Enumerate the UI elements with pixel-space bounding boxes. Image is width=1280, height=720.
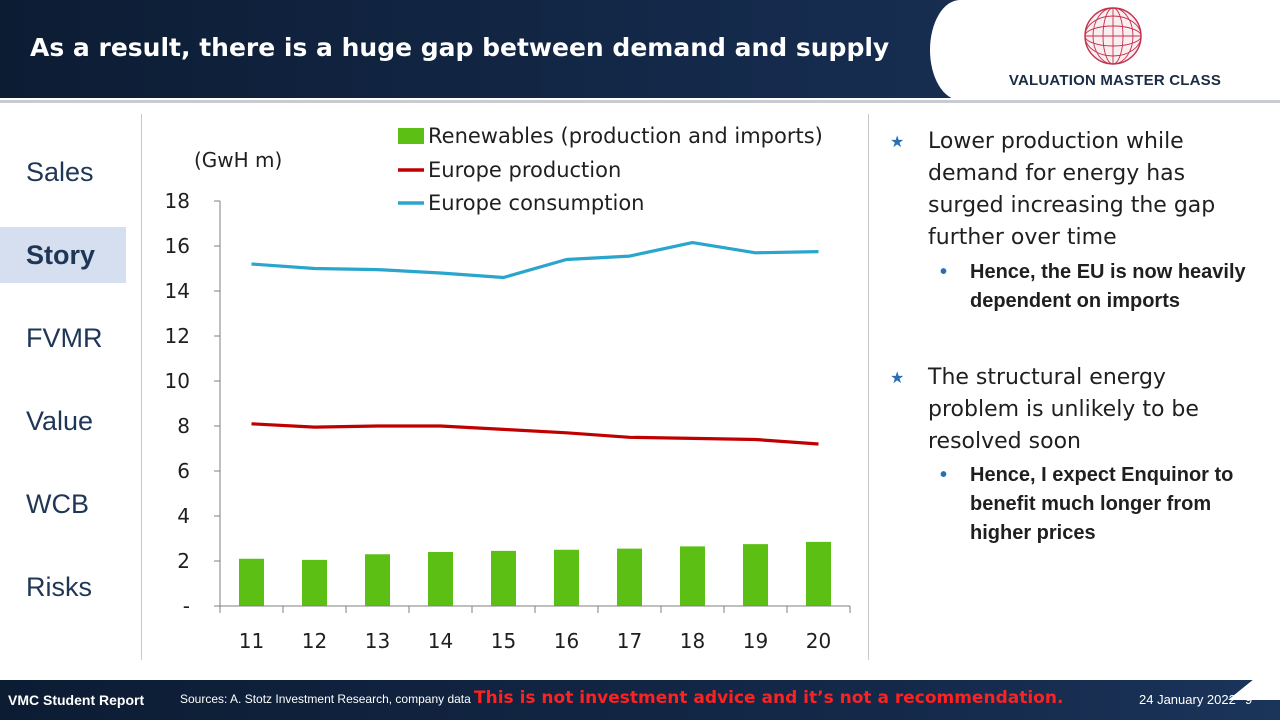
y-tick-label: 16 <box>165 234 190 258</box>
y-tick-label: 2 <box>177 549 190 573</box>
footer-disclaimer: This is not investment advice and it’s n… <box>474 688 1064 708</box>
renewables-bar <box>239 558 264 606</box>
y-tick-label: 14 <box>165 279 190 303</box>
header-rule <box>0 100 1280 103</box>
nav-item-wcb[interactable]: WCB <box>26 489 89 519</box>
chart-legend: Renewables (production and imports) Europ… <box>398 124 823 215</box>
legend-label: Europe production <box>428 158 621 182</box>
nav-item-sales[interactable]: Sales <box>26 157 94 187</box>
unit-label: (GwH m) <box>194 148 282 172</box>
nav-item-value[interactable]: Value <box>26 406 94 436</box>
x-tick-label: 12 <box>302 629 327 653</box>
x-tick-label: 16 <box>554 629 579 653</box>
bullet-text: The structural energy problem is unlikel… <box>928 365 1199 454</box>
footer-date: 24 January 2022 <box>1139 692 1236 707</box>
europe-production-line <box>251 422 819 446</box>
y-tick-label: 6 <box>177 459 190 483</box>
y-tick-label: 12 <box>165 324 190 348</box>
renewables-bar <box>302 559 327 606</box>
bullet-sub: • Hence, the EU is now heavily dependent… <box>940 258 1250 316</box>
footer-bar: VMC Student Report Sources: A. Stotz Inv… <box>0 680 1280 720</box>
x-tick-label: 11 <box>239 629 264 653</box>
nav-divider <box>141 114 142 660</box>
legend-swatch <box>398 128 424 144</box>
renewables-bar <box>491 550 516 606</box>
footer-sources: Sources: A. Stotz Investment Research, c… <box>180 692 471 706</box>
logo-area: VALUATION MASTER CLASS <box>930 0 1280 100</box>
legend-label: Europe consumption <box>428 191 645 215</box>
x-axis: 11 12 13 14 15 16 17 18 19 20 <box>219 605 851 653</box>
star-bullet-icon: ★ <box>890 132 905 151</box>
y-tick-label: 18 <box>165 189 190 213</box>
star-bullet-icon: ★ <box>890 368 905 387</box>
globe-logo-icon <box>1084 7 1142 65</box>
x-tick-label: 18 <box>680 629 705 653</box>
renewables-bar <box>743 544 768 606</box>
renewables-bar <box>365 554 390 606</box>
x-tick-label: 13 <box>365 629 390 653</box>
renewables-bar <box>806 541 831 606</box>
dot-bullet-icon: • <box>940 261 948 283</box>
series-lines <box>251 241 819 446</box>
x-tick-label: 17 <box>617 629 642 653</box>
footer-report: VMC Student Report <box>8 692 145 708</box>
renewables-bar <box>680 546 705 606</box>
bullet-sub-text: Hence, the EU is now heavily dependent o… <box>970 261 1246 312</box>
y-tick-label: - <box>183 594 190 618</box>
page-title: As a result, there is a huge gap between… <box>30 33 890 62</box>
bullet-main: ★ The structural energy problem is unlik… <box>890 362 1260 458</box>
dot-bullet-icon: • <box>940 464 948 486</box>
nav-item-fvmr[interactable]: FVMR <box>26 323 103 353</box>
y-axis: - 2 4 6 8 10 12 14 16 18 <box>165 189 221 618</box>
nav-item-risks[interactable]: Risks <box>26 572 92 602</box>
bullet-text: Lower production while demand for energy… <box>928 129 1216 250</box>
energy-chart: (GwH m) - 2 4 6 8 10 12 14 16 18 11 12 13 14 15 16 17 18… <box>165 124 851 653</box>
renewables-bar <box>617 548 642 606</box>
y-tick-label: 8 <box>177 414 190 438</box>
bullet-main: ★ Lower production while demand for ener… <box>890 126 1260 254</box>
corner-accent <box>1228 658 1280 700</box>
y-tick-label: 4 <box>177 504 190 528</box>
renewables-bar <box>428 552 453 606</box>
renewables-bars <box>239 541 831 606</box>
renewables-bar <box>554 549 579 606</box>
y-tick-label: 10 <box>165 369 190 393</box>
x-tick-label: 19 <box>743 629 768 653</box>
bullet-sub: • Hence, I expect Enquinor to benefit mu… <box>940 461 1250 548</box>
legend-label: Renewables (production and imports) <box>428 124 823 148</box>
x-tick-label: 15 <box>491 629 516 653</box>
content-divider <box>868 114 869 660</box>
x-tick-label: 20 <box>806 629 831 653</box>
europe-consumption-line <box>251 241 819 280</box>
bullet-sub-text: Hence, I expect Enquinor to benefit much… <box>970 464 1234 544</box>
x-tick-label: 14 <box>428 629 453 653</box>
nav-item-story[interactable]: Story <box>0 227 126 283</box>
brand-logo-text: VALUATION MASTER CLASS <box>1008 72 1222 89</box>
